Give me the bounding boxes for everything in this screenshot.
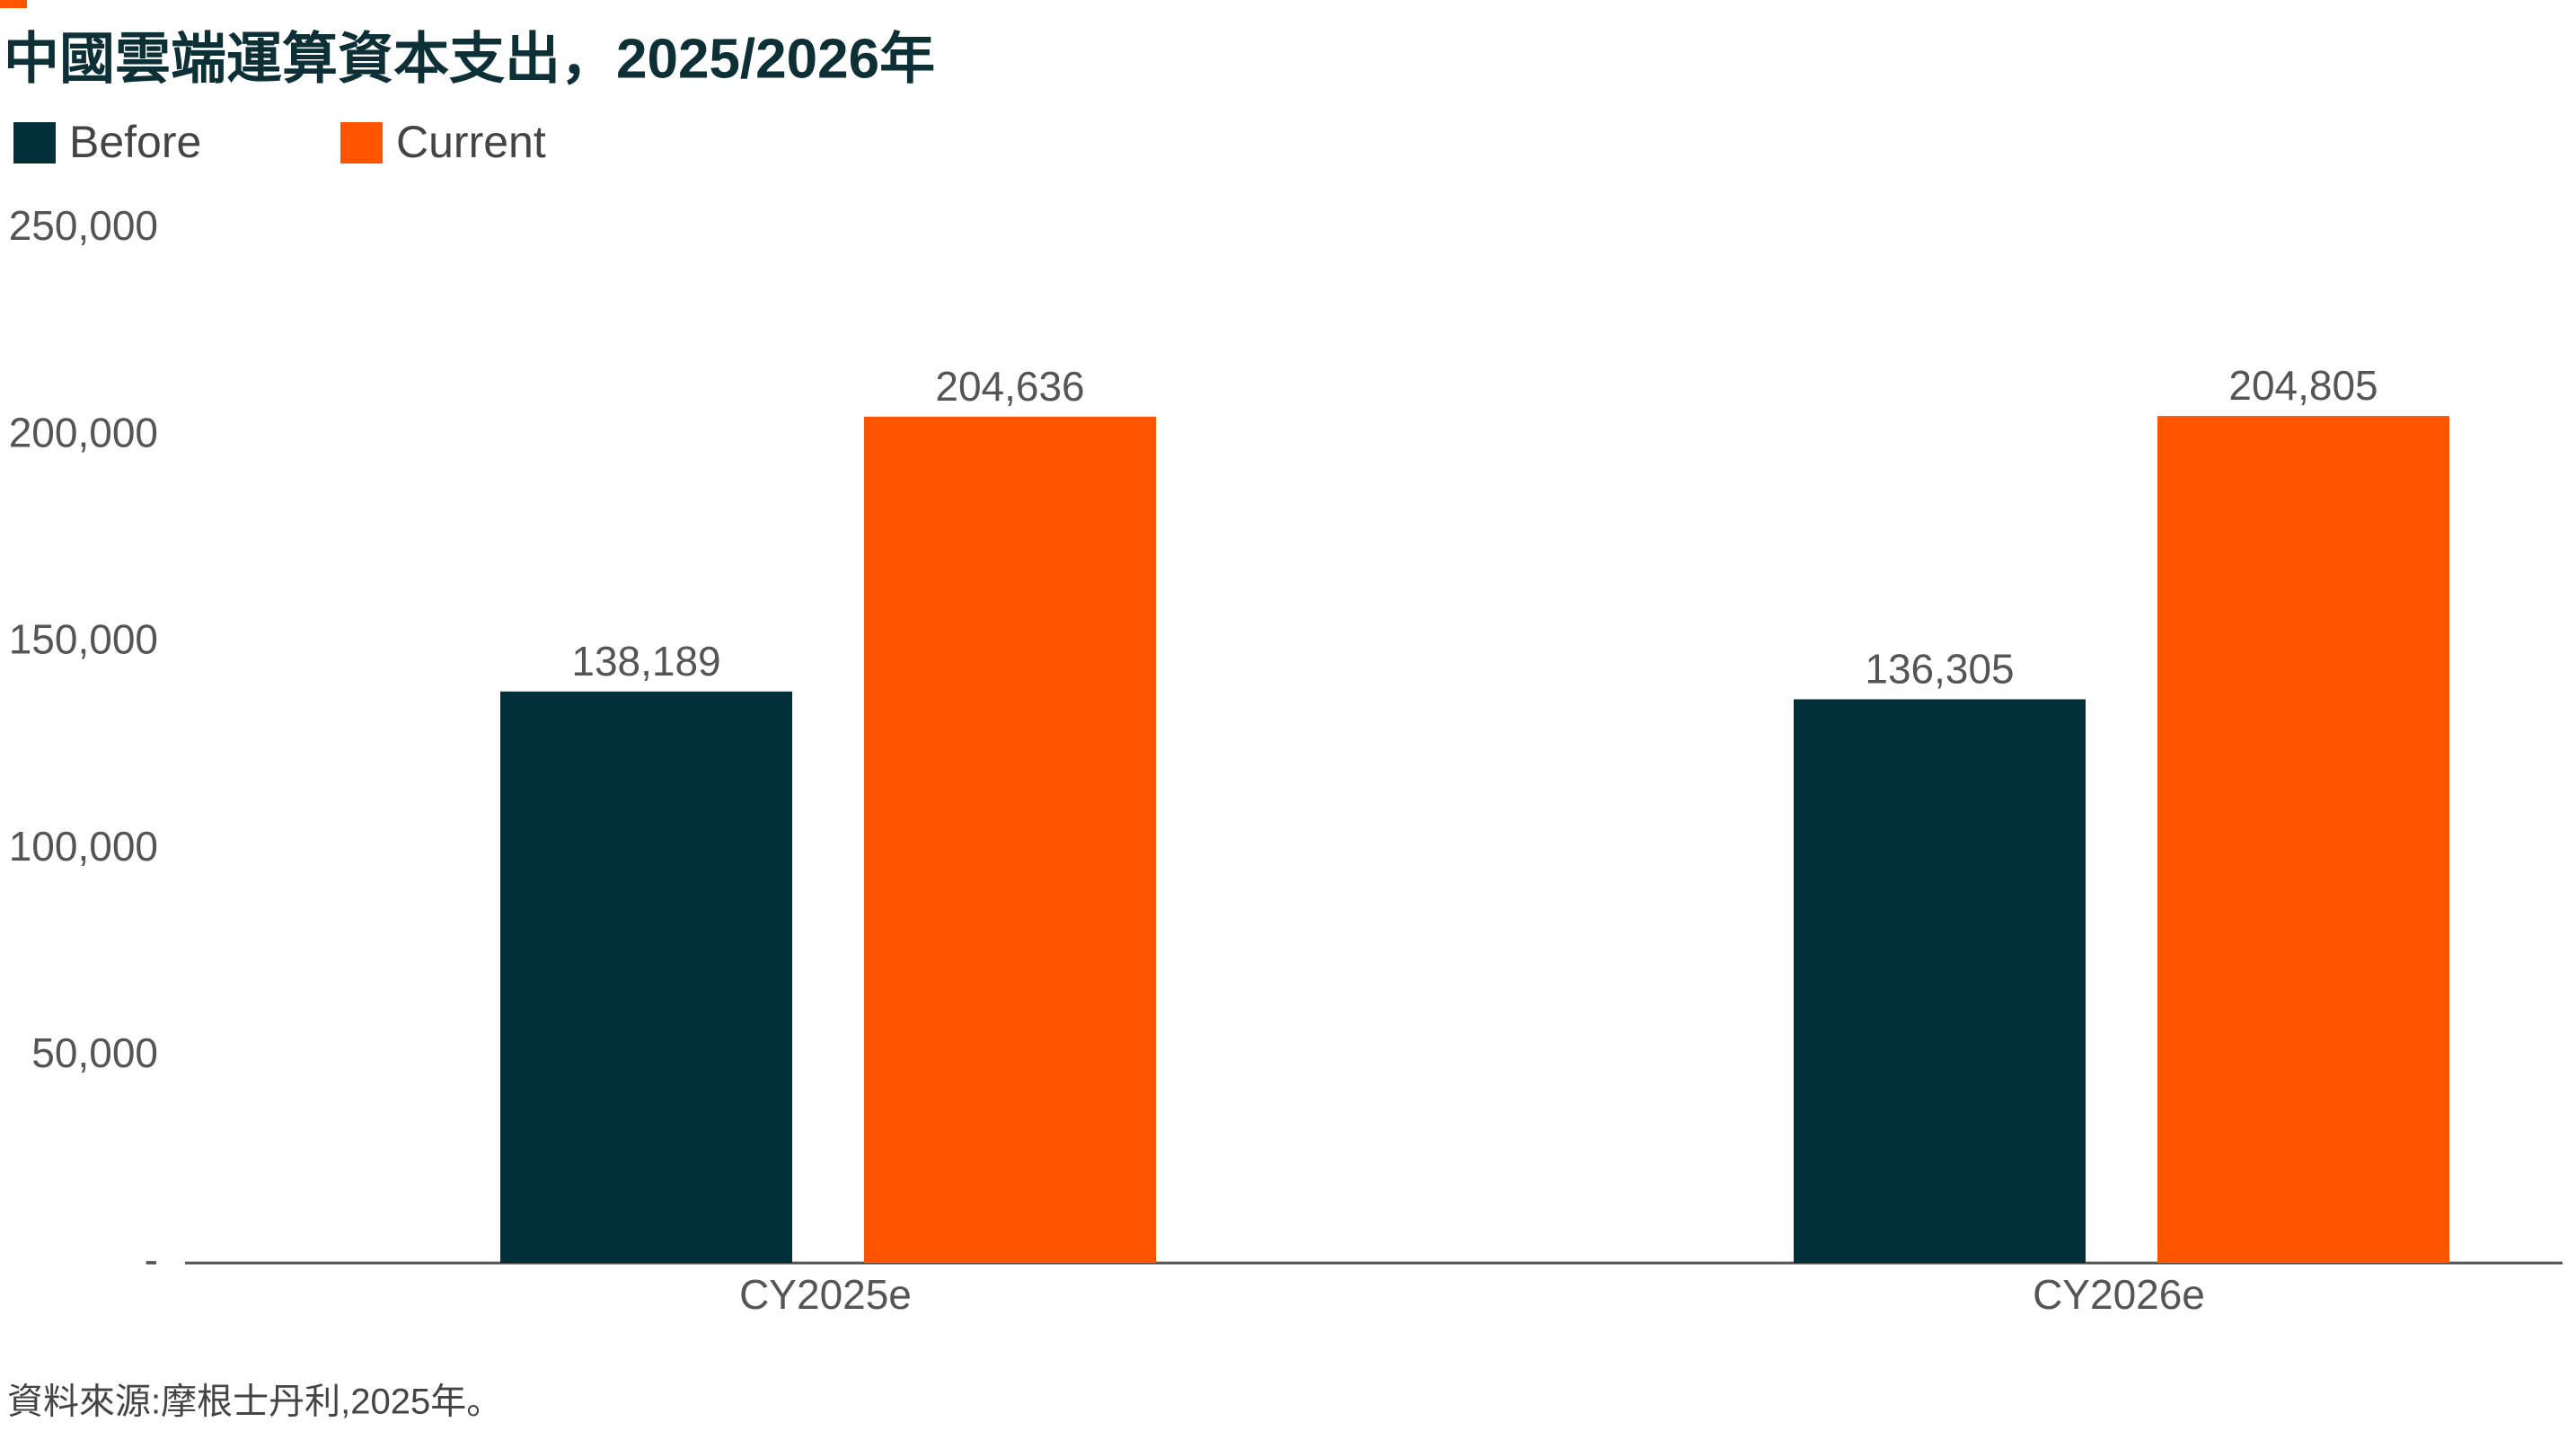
legend-swatch	[13, 122, 56, 163]
bar	[2157, 416, 2449, 1264]
value-label: 136,305	[1865, 646, 2014, 693]
y-tick-label: 250,000	[9, 202, 158, 249]
legend-label: Before	[69, 117, 201, 167]
y-tick-label: 100,000	[9, 823, 158, 870]
legend-label: Current	[396, 117, 546, 167]
source-note: 資料來源:摩根士丹利,2025年。	[7, 1382, 502, 1422]
y-tick-label: 200,000	[9, 409, 158, 455]
legend-swatch	[340, 122, 383, 163]
bar	[864, 416, 1156, 1264]
accent-mark	[0, 0, 27, 8]
value-label: 204,805	[2228, 362, 2378, 409]
y-tick-label: 150,000	[9, 616, 158, 663]
y-tick-label: 50,000	[31, 1029, 158, 1076]
value-label: 138,189	[571, 638, 720, 685]
bar	[500, 691, 792, 1263]
bar	[1794, 699, 2086, 1263]
value-label: 204,636	[935, 363, 1084, 410]
y-tick-label: -	[145, 1236, 158, 1283]
x-tick-label: CY2025e	[739, 1271, 912, 1318]
chart-title: 中國雲端運算資本支出，2025/2026年	[4, 28, 935, 90]
x-tick-label: CY2026e	[2033, 1271, 2205, 1318]
